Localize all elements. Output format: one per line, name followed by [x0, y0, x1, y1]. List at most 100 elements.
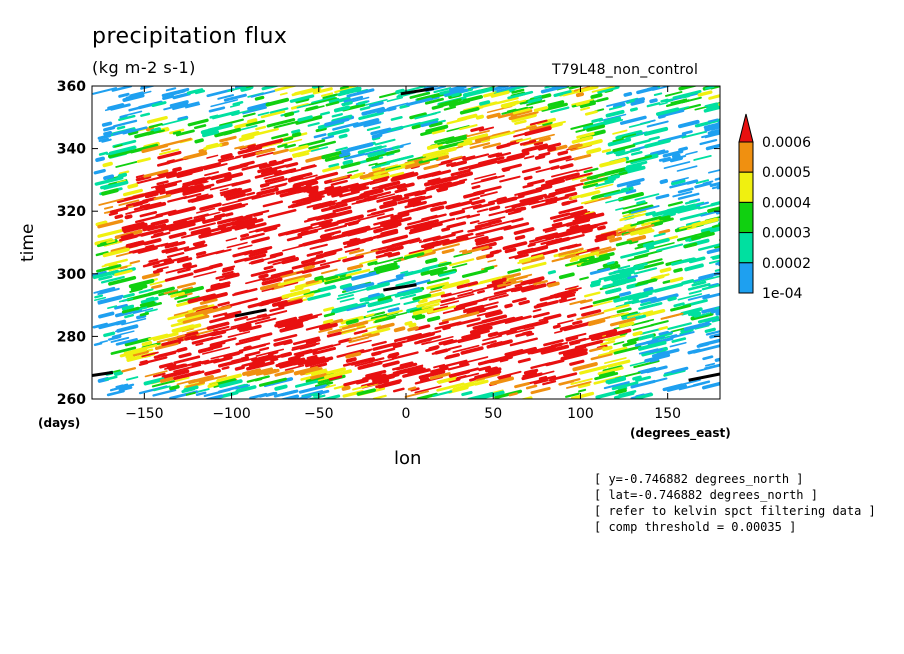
- precip-cell: [595, 390, 618, 399]
- precip-cell: [641, 218, 663, 227]
- precip-cell: [565, 336, 579, 342]
- precip-cell: [322, 165, 340, 173]
- precip-cell: [711, 219, 720, 229]
- precip-cell: [510, 111, 539, 120]
- precip-cell: [332, 205, 352, 213]
- precip-cell: [508, 254, 523, 260]
- precip-cell: [411, 313, 423, 319]
- precip-cell: [361, 106, 386, 116]
- precip-cell: [626, 182, 641, 188]
- precip-cell: [627, 292, 653, 301]
- precip-cell: [292, 336, 320, 346]
- precip-cell: [390, 245, 404, 252]
- precip-cell: [346, 304, 367, 312]
- precip-cell: [392, 387, 405, 393]
- precip-cell: [118, 297, 134, 303]
- x-axis-unit: (degrees_east): [630, 426, 731, 440]
- precip-cell: [400, 270, 409, 274]
- precip-cell: [262, 200, 284, 208]
- precip-cell: [547, 100, 565, 108]
- precip-cell: [196, 193, 209, 198]
- precip-cell: [198, 335, 221, 343]
- precip-cell: [508, 273, 533, 282]
- precip-cell: [596, 252, 608, 257]
- precip-cell: [716, 183, 720, 188]
- precip-cell: [633, 262, 648, 269]
- precip-cell: [565, 172, 593, 181]
- precip-cell: [700, 230, 711, 237]
- precip-cell: [249, 392, 268, 399]
- precip-cell: [194, 180, 209, 186]
- precip-cell: [214, 127, 242, 138]
- precip-cell: [635, 279, 658, 287]
- precip-cell: [579, 276, 589, 281]
- precip-cell: [632, 294, 649, 301]
- precip-cell: [256, 187, 279, 196]
- precip-cell: [281, 138, 303, 146]
- precip-cell: [208, 343, 223, 351]
- precip-cell: [690, 311, 702, 317]
- precip-cell: [622, 202, 648, 210]
- precip-cell: [589, 346, 606, 353]
- precip-cell: [403, 190, 422, 198]
- precip-cell: [455, 372, 480, 380]
- precip-cell: [342, 238, 361, 246]
- precip-cell: [672, 331, 695, 339]
- precip-cell: [306, 203, 322, 209]
- precip-cell: [564, 285, 579, 291]
- precip-cell: [432, 390, 453, 398]
- precip-cell: [395, 216, 412, 224]
- precip-cell: [575, 128, 586, 133]
- precip-cell: [502, 272, 521, 280]
- precip-cell: [414, 385, 442, 394]
- precip-cell: [544, 86, 564, 89]
- precip-cell: [594, 183, 614, 190]
- precip-cell: [102, 247, 130, 258]
- precip-cell: [310, 146, 329, 152]
- precip-cell: [580, 198, 599, 205]
- precip-cell: [638, 348, 659, 355]
- precip-cell: [159, 148, 180, 156]
- precip-cell: [583, 121, 606, 131]
- precip-cell: [605, 197, 623, 204]
- precip-cell: [658, 330, 669, 336]
- precip-cell: [343, 95, 364, 103]
- precip-cell: [112, 119, 138, 128]
- precip-cell: [128, 247, 146, 254]
- precip-cell: [396, 182, 415, 190]
- precip-cell: [489, 357, 505, 364]
- precip-cell: [678, 106, 690, 111]
- precip-cell: [323, 306, 335, 312]
- precip-cell: [330, 179, 348, 186]
- x-tick-label: −50: [304, 406, 334, 422]
- precip-cell: [182, 186, 201, 194]
- precip-cell: [558, 205, 584, 215]
- precip-cell: [649, 348, 664, 354]
- precip-cell: [584, 291, 601, 298]
- precip-cell: [261, 287, 275, 293]
- precip-cell: [615, 207, 624, 211]
- precip-cell: [215, 272, 236, 280]
- precip-cell: [683, 321, 710, 331]
- precip-cell: [694, 181, 712, 189]
- precip-cell: [527, 97, 542, 104]
- precip-cell: [186, 381, 205, 388]
- precip-cell: [557, 319, 574, 325]
- precip-cell: [712, 252, 720, 260]
- precip-cell: [393, 333, 423, 343]
- precip-cell: [195, 250, 207, 256]
- precip-cell: [419, 377, 430, 382]
- precip-cell: [472, 322, 494, 330]
- precip-cell: [166, 252, 185, 259]
- precip-cell: [122, 126, 148, 135]
- precip-cell: [340, 325, 366, 334]
- precip-cell: [288, 176, 298, 181]
- precip-cell: [640, 296, 657, 304]
- precip-cell: [253, 212, 264, 217]
- feature-lines: [92, 87, 720, 382]
- precip-cell: [433, 363, 446, 369]
- precip-cell: [414, 324, 431, 331]
- precip-cell: [147, 115, 168, 124]
- precip-cell: [263, 265, 274, 271]
